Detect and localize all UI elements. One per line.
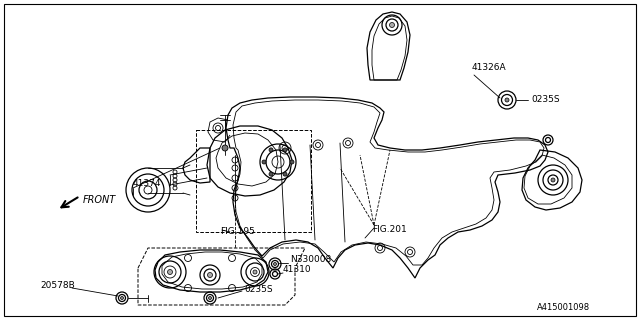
Text: FRONT: FRONT <box>83 195 116 205</box>
Circle shape <box>505 98 509 102</box>
Circle shape <box>120 297 124 300</box>
Circle shape <box>222 145 228 151</box>
Circle shape <box>390 22 394 28</box>
Circle shape <box>283 148 287 152</box>
Text: FIG.201: FIG.201 <box>372 226 407 235</box>
Text: 20578B: 20578B <box>40 281 75 290</box>
Text: 41310: 41310 <box>283 266 312 275</box>
Circle shape <box>269 172 273 176</box>
Text: 41326A: 41326A <box>472 63 507 73</box>
Bar <box>196 130 311 232</box>
Text: 41374: 41374 <box>133 179 161 188</box>
Circle shape <box>168 269 173 275</box>
Circle shape <box>551 178 555 182</box>
Circle shape <box>290 160 294 164</box>
Text: N330008: N330008 <box>290 255 332 265</box>
Text: 0235S: 0235S <box>531 95 559 105</box>
Circle shape <box>209 297 211 300</box>
Circle shape <box>262 160 266 164</box>
Text: A415001098: A415001098 <box>537 303 590 312</box>
Text: 0235S: 0235S <box>244 284 273 293</box>
Circle shape <box>207 273 212 277</box>
Circle shape <box>269 148 273 152</box>
Text: FIG.195: FIG.195 <box>220 228 255 236</box>
Circle shape <box>253 270 257 274</box>
Circle shape <box>283 172 287 176</box>
Circle shape <box>273 262 276 266</box>
